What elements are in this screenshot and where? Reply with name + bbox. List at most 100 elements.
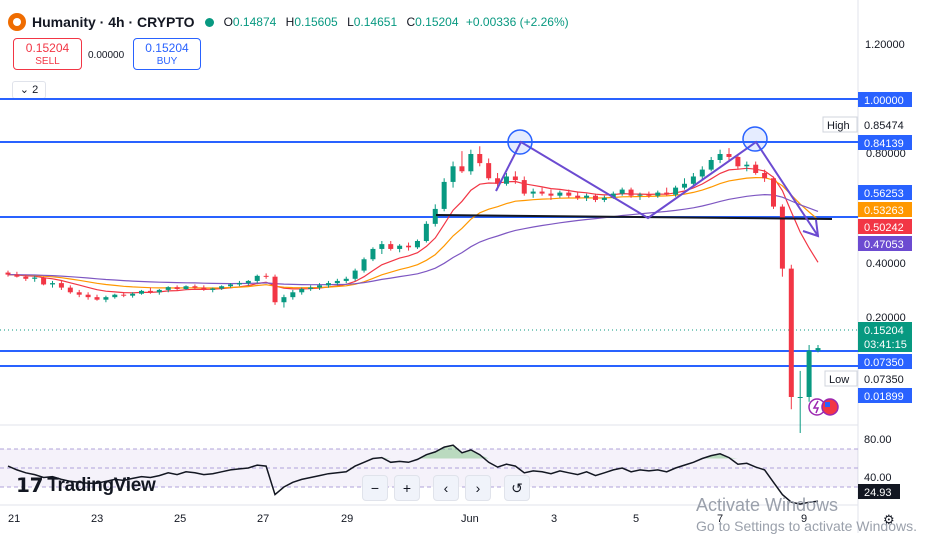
buy-button[interactable]: 0.15204 BUY [133, 38, 201, 70]
candle-body [334, 280, 340, 284]
candlesticks [5, 146, 821, 433]
candle-body [655, 192, 661, 196]
candle-body [584, 195, 590, 198]
candle-body [219, 286, 225, 289]
price-tick: 1.20000 [865, 39, 905, 51]
close-label: C [406, 15, 416, 29]
candle-body [397, 245, 403, 249]
indicators-toggle[interactable]: ⌄ 2 [12, 81, 46, 99]
zoom-out-button[interactable]: − [362, 475, 388, 501]
price-tick: 0.20000 [866, 312, 906, 324]
candle-body [290, 292, 296, 298]
candle-body [744, 164, 750, 167]
scroll-controls: ‹ › [433, 475, 497, 501]
sell-label: SELL [35, 56, 60, 67]
candle-body [139, 290, 145, 294]
tradingview-wordmark: TradingView [47, 474, 156, 496]
candle-body [681, 183, 687, 188]
market-status-dot-icon [204, 17, 214, 27]
ema-slow-line [7, 176, 819, 289]
candle-body [156, 289, 162, 293]
candle-body [67, 287, 73, 293]
candle-body [317, 285, 323, 288]
symbol-title[interactable]: Humanity · 4h · CRYPTO [32, 14, 195, 30]
candle-body [245, 280, 251, 284]
candle-body [228, 284, 234, 287]
candle-body [41, 277, 47, 285]
ema-fast-value: 0.50242 [864, 222, 904, 234]
ema-slow-value: 0.53263 [864, 205, 904, 217]
candle-body [236, 283, 242, 285]
candle-body [575, 195, 581, 198]
ema-slow-badge [858, 202, 912, 217]
time-label: 3 [551, 513, 557, 525]
double-top-drawing[interactable] [495, 140, 819, 237]
candle-body [5, 272, 11, 275]
scroll-left-button[interactable]: ‹ [433, 475, 459, 501]
candle-body [628, 189, 634, 196]
candle-body [308, 287, 314, 289]
candle-body [815, 348, 821, 351]
candle-body [762, 172, 768, 179]
tradingview-logo[interactable]: 𝟭𝟳 TradingView [16, 473, 156, 498]
sell-button[interactable]: 0.15204 SELL [13, 38, 82, 70]
indicators-count: 2 [32, 84, 39, 96]
spread-value: 0.00000 [88, 50, 125, 61]
settings-gear-icon[interactable]: ⚙ [883, 512, 895, 527]
candle-body [512, 176, 518, 181]
level-2-value: 0.84139 [864, 138, 904, 150]
rsi-line [7, 444, 819, 505]
time-label: 29 [341, 513, 353, 525]
top-marker-circle-1[interactable] [507, 129, 533, 155]
candle-body [521, 180, 527, 194]
candle-body [673, 187, 679, 195]
candle-body [530, 191, 536, 194]
candle-body [708, 159, 714, 170]
candle-body [726, 154, 732, 157]
candle-body [299, 288, 305, 293]
time-label: Jun [461, 513, 479, 525]
price-tick: 0.40000 [866, 258, 906, 270]
time-label: 5 [633, 513, 639, 525]
low-value: 0.14651 [353, 15, 398, 29]
top-marker-circle-2[interactable] [742, 126, 768, 152]
scroll-right-button[interactable]: › [465, 475, 491, 501]
candle-body [566, 192, 572, 196]
close-value: 0.15204 [415, 15, 459, 29]
level-1-value: 1.00000 [864, 95, 904, 107]
high-label: H [285, 15, 295, 29]
rsi-value-badge [858, 484, 900, 499]
chevron-down-icon: ⌄ [19, 84, 30, 96]
candle-body [717, 154, 723, 160]
activate-windows-title: Activate Windows [696, 495, 839, 515]
candle-body [32, 277, 38, 279]
level-4-value: 0.07350 [864, 357, 904, 369]
last-price-value: 0.15204 [864, 325, 904, 337]
time-label: 27 [257, 513, 269, 525]
candle-body [459, 166, 465, 172]
time-label: 21 [8, 513, 20, 525]
candle-body [201, 287, 207, 290]
rsi-tick: 40.00 [864, 472, 892, 484]
humanity-logo-icon [8, 13, 26, 31]
level-3-value: 0.56253 [864, 188, 904, 200]
candle-body [272, 276, 278, 303]
neckline-drawing[interactable] [435, 214, 833, 220]
ema-long-value: 0.47053 [864, 239, 904, 251]
candle-body [664, 192, 670, 195]
candle-body [165, 287, 171, 290]
bar-countdown: 03:41:15 [864, 339, 907, 351]
high-value: 0.85474 [864, 120, 904, 132]
reset-chart-button[interactable]: ↺ [504, 475, 530, 501]
candle-body [441, 181, 447, 209]
candle-body [50, 283, 56, 285]
candle-body [539, 191, 545, 194]
candle-body [486, 163, 492, 179]
last-price-badge [858, 322, 912, 352]
change-value: +0.00336 (+2.26%) [465, 15, 569, 29]
zoom-in-button[interactable]: + [394, 475, 420, 501]
price-tick: 0.80000 [866, 148, 906, 160]
candle-body [112, 294, 118, 298]
level-5-badge [858, 388, 912, 403]
